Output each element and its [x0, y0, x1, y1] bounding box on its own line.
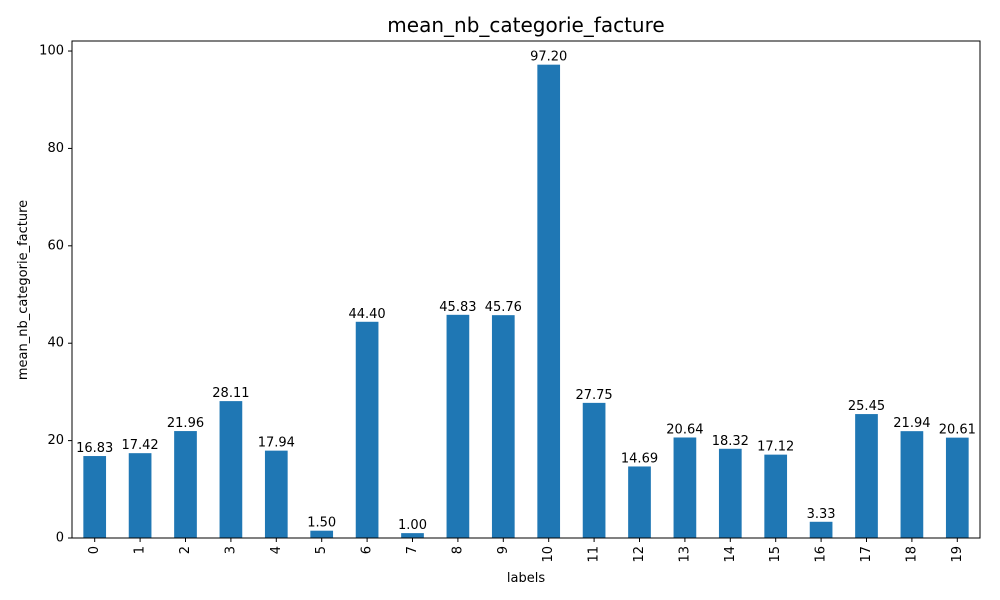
bar-12 [628, 466, 651, 538]
data-label-14: 18.32 [712, 434, 749, 449]
x-tick-label-14: 14 [723, 546, 738, 563]
y-tick-label-0: 0 [56, 531, 64, 546]
x-tick-label-17: 17 [859, 546, 874, 563]
bar-10 [537, 64, 561, 539]
y-tick-label-80: 80 [47, 141, 64, 156]
x-tick-label-19: 19 [950, 546, 965, 563]
bar-5 [310, 530, 334, 538]
data-label-13: 20.64 [666, 422, 703, 437]
bar-16 [809, 521, 833, 538]
bar-11 [582, 402, 606, 538]
x-axis: 0 1 2 3 4 5 6 7 8 9 10 11 12 13 14 15 16 17 18 19 [87, 538, 965, 563]
x-tick-label-2: 2 [178, 546, 193, 554]
x-tick-label-3: 3 [223, 546, 238, 554]
data-label-6: 44.40 [348, 307, 385, 322]
data-label-11: 27.75 [575, 388, 612, 403]
x-tick-label-13: 13 [677, 546, 692, 563]
x-tick-label-5: 5 [314, 546, 329, 554]
bar-3 [219, 401, 243, 538]
data-label-18: 21.94 [893, 416, 930, 431]
bar-13 [673, 437, 697, 538]
data-label-10: 97.20 [530, 50, 567, 65]
y-tick-label-60: 60 [47, 238, 64, 253]
data-label-12: 14.69 [621, 451, 658, 466]
x-tick-label-18: 18 [904, 546, 919, 563]
x-tick-label-16: 16 [814, 546, 829, 563]
data-label-0: 16.83 [76, 441, 113, 456]
chart-title: mean_nb_categorie_facture [387, 13, 664, 37]
bar-14 [718, 448, 742, 538]
data-label-16: 3.33 [807, 507, 836, 522]
x-tick-label-9: 9 [496, 546, 511, 554]
y-axis: 0 20 40 60 80 100 [39, 44, 72, 546]
y-axis-title: mean_nb_categorie_facture [16, 200, 31, 380]
x-tick-label-11: 11 [587, 546, 602, 563]
bar-17 [855, 414, 878, 538]
y-tick-label-100: 100 [39, 44, 64, 59]
x-tick-label-8: 8 [450, 546, 465, 554]
bar-0 [83, 456, 107, 538]
bar-7 [401, 533, 424, 538]
data-label-5: 1.50 [307, 516, 336, 531]
x-tick-label-0: 0 [87, 546, 102, 554]
bars-layer [83, 64, 969, 539]
bar-9 [491, 315, 515, 538]
bar-1 [128, 453, 152, 538]
plot-frame [71, 40, 981, 539]
bar-19 [945, 437, 969, 538]
x-tick-label-12: 12 [632, 546, 647, 563]
bar-18 [900, 431, 924, 538]
data-label-9: 45.76 [485, 300, 522, 315]
x-tick-label-7: 7 [405, 546, 420, 554]
y-tick-label-20: 20 [47, 433, 64, 448]
data-label-15: 17.12 [757, 440, 794, 455]
data-label-2: 21.96 [167, 416, 204, 431]
y-tick-label-40: 40 [47, 336, 64, 351]
data-label-7: 1.00 [398, 518, 427, 533]
x-tick-label-6: 6 [360, 546, 375, 554]
bar-8 [446, 314, 470, 538]
data-label-19: 20.61 [939, 423, 976, 438]
x-tick-label-4: 4 [269, 546, 284, 554]
bar-2 [174, 431, 197, 538]
data-label-8: 45.83 [439, 300, 476, 315]
data-label-1: 17.42 [121, 438, 158, 453]
x-axis-title: labels [507, 571, 545, 586]
data-label-4: 17.94 [258, 436, 295, 451]
data-label-3: 28.11 [212, 386, 249, 401]
bar-15 [764, 454, 788, 538]
x-tick-label-10: 10 [541, 546, 556, 563]
data-labels-layer: 16.83 17.42 21.96 28.11 17.94 1.50 44.40 1.00 45… [76, 50, 976, 533]
bar-6 [355, 321, 379, 538]
x-tick-label-1: 1 [133, 546, 148, 554]
x-tick-label-15: 15 [768, 546, 783, 563]
data-label-17: 25.45 [848, 399, 885, 414]
bar-4 [264, 450, 288, 538]
